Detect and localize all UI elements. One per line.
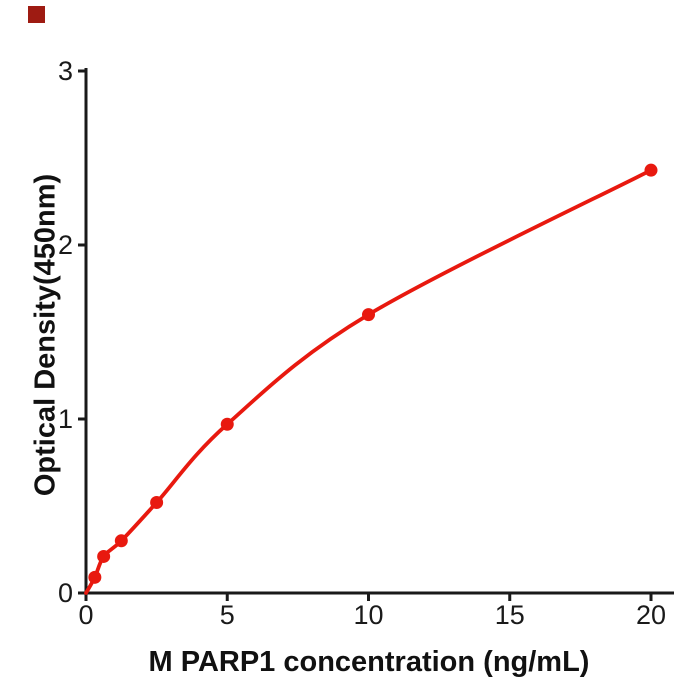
y-tick-label: 3 xyxy=(58,56,73,86)
x-tick-label: 10 xyxy=(353,600,383,630)
y-tick-label: 1 xyxy=(58,404,73,434)
x-tick-label: 15 xyxy=(495,600,525,630)
x-tick-label: 5 xyxy=(220,600,235,630)
data-point-marker xyxy=(644,163,658,177)
data-point-marker xyxy=(97,549,111,563)
x-tick-label: 20 xyxy=(636,600,666,630)
x-axis-title: M PARP1 concentration (ng/mL) xyxy=(148,646,590,678)
y-axis-title: Optical Density(450nm) xyxy=(29,173,62,497)
standard-curve-line xyxy=(84,168,653,595)
data-point-marker xyxy=(114,534,128,548)
data-point-marker xyxy=(362,308,375,322)
y-tick-label: 0 xyxy=(58,578,73,608)
data-point-marker xyxy=(88,570,102,584)
data-point-marker xyxy=(150,496,164,510)
y-tick-label: 2 xyxy=(58,230,73,260)
brand-mark-square xyxy=(28,6,45,23)
data-point-marker xyxy=(220,417,234,431)
x-tick-label: 0 xyxy=(78,600,93,630)
